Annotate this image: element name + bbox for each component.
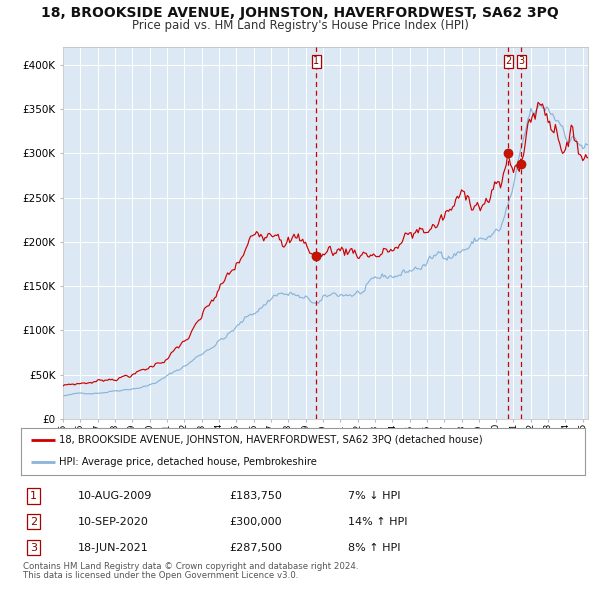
Text: 3: 3: [518, 56, 524, 66]
Text: £287,500: £287,500: [230, 543, 283, 553]
Text: 18-JUN-2021: 18-JUN-2021: [77, 543, 148, 553]
Text: 3: 3: [30, 543, 37, 553]
Text: 1: 1: [313, 56, 319, 66]
Text: 8% ↑ HPI: 8% ↑ HPI: [348, 543, 401, 553]
Text: 14% ↑ HPI: 14% ↑ HPI: [348, 516, 407, 526]
Text: 1: 1: [30, 491, 37, 501]
Text: £300,000: £300,000: [230, 516, 283, 526]
Text: HPI: Average price, detached house, Pembrokeshire: HPI: Average price, detached house, Pemb…: [59, 457, 317, 467]
Text: 10-SEP-2020: 10-SEP-2020: [77, 516, 148, 526]
Text: Price paid vs. HM Land Registry's House Price Index (HPI): Price paid vs. HM Land Registry's House …: [131, 19, 469, 32]
Text: 18, BROOKSIDE AVENUE, JOHNSTON, HAVERFORDWEST, SA62 3PQ: 18, BROOKSIDE AVENUE, JOHNSTON, HAVERFOR…: [41, 6, 559, 20]
Text: 10-AUG-2009: 10-AUG-2009: [77, 491, 152, 501]
Text: Contains HM Land Registry data © Crown copyright and database right 2024.: Contains HM Land Registry data © Crown c…: [23, 562, 358, 571]
Text: 7% ↓ HPI: 7% ↓ HPI: [348, 491, 401, 501]
Text: This data is licensed under the Open Government Licence v3.0.: This data is licensed under the Open Gov…: [23, 571, 298, 579]
Text: 18, BROOKSIDE AVENUE, JOHNSTON, HAVERFORDWEST, SA62 3PQ (detached house): 18, BROOKSIDE AVENUE, JOHNSTON, HAVERFOR…: [59, 435, 483, 445]
Text: 2: 2: [505, 56, 511, 66]
Text: 2: 2: [30, 516, 37, 526]
Text: £183,750: £183,750: [230, 491, 283, 501]
